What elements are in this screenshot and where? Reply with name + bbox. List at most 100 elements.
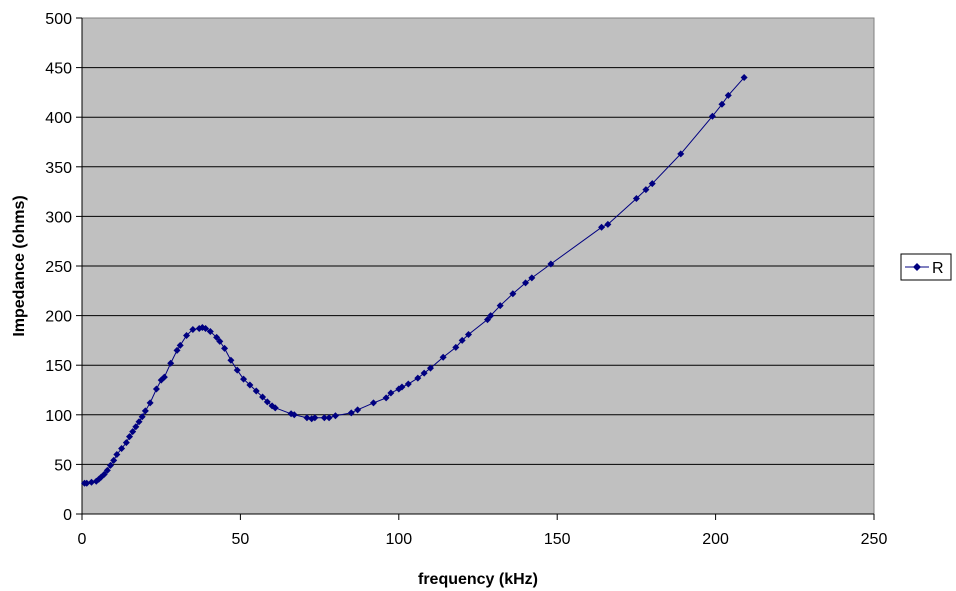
data-point-marker [404,380,412,388]
data-point-marker [718,100,726,108]
data-point-marker [216,337,224,345]
data-point-marker [648,180,656,188]
data-point-marker [167,359,175,367]
data-point-marker [132,423,140,431]
data-point-marker [311,414,319,422]
data-point-marker [290,411,298,419]
x-tick-labels: 0 50 100 150 200 250 [78,531,888,548]
series-layer [81,74,748,487]
data-point-marker [113,450,121,458]
data-point-marker [176,341,184,349]
data-point-marker [107,461,115,469]
data-point-marker [246,381,254,389]
data-point-marker [458,336,466,344]
data-point-marker [414,374,422,382]
y-tick-label: 300 [45,209,72,226]
data-point-marker [202,324,210,332]
x-tick-label: 250 [861,531,888,548]
data-point-marker [129,428,137,436]
y-tick-label: 450 [45,61,72,78]
data-point-marker [496,302,504,310]
data-point-marker [189,325,197,333]
data-point-marker [382,394,390,402]
data-point-marker [325,414,333,422]
data-point-marker [146,399,154,407]
y-tick-label: 200 [45,309,72,326]
y-tick-label: 0 [63,507,72,524]
data-point-marker [88,478,96,486]
data-point-marker [138,413,146,421]
data-point-marker [464,330,472,338]
data-point-marker [354,406,362,414]
data-point-marker [347,409,355,417]
x-tick-label: 100 [385,531,412,548]
y-tick-label: 150 [45,358,72,375]
data-point-marker [103,466,111,474]
data-point-marker [604,220,612,228]
data-point-marker [509,290,517,298]
legend: R [900,253,952,281]
data-point-marker [522,279,530,287]
legend-marker-icon [913,263,921,271]
y-tick-label: 250 [45,259,72,276]
y-tick-label: 100 [45,408,72,425]
data-point-marker [547,260,555,268]
legend-label-r: R [932,260,944,277]
data-point-marker [598,223,606,231]
y-tick-label: 500 [45,11,72,28]
data-point-marker [303,414,311,422]
data-point-marker [221,344,229,352]
x-tick-label: 0 [78,531,87,548]
data-point-marker [135,418,143,426]
data-point-marker [173,346,181,354]
data-point-marker [213,333,221,341]
y-tick-label: 50 [54,457,72,474]
data-point-marker [122,439,130,447]
data-point-marker [487,312,495,320]
data-point-marker [227,356,235,364]
data-point-marker [320,414,328,422]
data-point-marker [126,433,134,441]
data-point-marker [271,404,279,412]
data-point-marker [724,91,732,99]
x-axis-title: frequency (kHz) [418,571,538,588]
data-point-marker [528,274,536,282]
data-point-marker [100,470,108,478]
x-tick-label: 150 [544,531,571,548]
y-axis-title: Impedance (ohms) [11,195,28,336]
data-point-marker [642,186,650,194]
data-point-marker [387,389,395,397]
data-point-marker [398,383,406,391]
data-point-marker [439,353,447,361]
data-point-marker [206,327,214,335]
y-tick-label: 350 [45,160,72,177]
axes [76,17,875,520]
data-point-marker [110,456,118,464]
data-point-marker [141,407,149,415]
data-point-marker [426,364,434,372]
data-point-marker [369,399,377,407]
data-point-marker [708,112,716,120]
data-point-marker [252,387,260,395]
data-point-marker [484,316,492,324]
data-point-marker [240,375,248,383]
data-point-marker [632,195,640,203]
data-point-marker [152,385,160,393]
data-point-marker [83,479,91,487]
data-point-marker [160,373,168,381]
data-point-marker [420,369,428,377]
data-point-marker [118,445,126,453]
x-tick-label: 200 [702,531,729,548]
data-point-marker [183,331,191,339]
data-point-marker [259,393,267,401]
y-tick-labels: 0 50 100 150 200 250 300 350 400 450 500 [45,11,72,524]
y-tick-label: 400 [45,110,72,127]
data-point-marker [452,343,460,351]
gridlines [82,67,874,465]
x-tick-label: 50 [232,531,250,548]
data-point-marker [331,412,339,420]
data-point-marker [677,150,685,158]
data-point-marker [233,366,241,374]
data-point-marker [740,74,748,82]
